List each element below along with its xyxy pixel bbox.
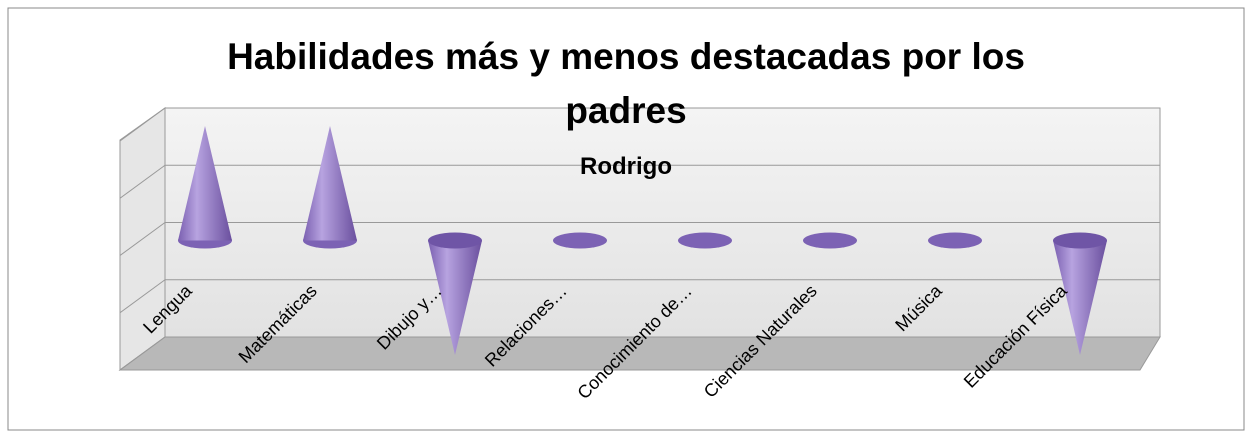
cone bbox=[678, 232, 732, 249]
grid-line bbox=[119, 164, 166, 199]
grid-line bbox=[119, 279, 166, 314]
cone-part bbox=[303, 126, 357, 241]
cone-part bbox=[1053, 240, 1107, 355]
cone bbox=[428, 232, 482, 355]
grid-line bbox=[119, 336, 166, 371]
grid-line bbox=[119, 222, 166, 256]
cone bbox=[1053, 232, 1107, 355]
grid-line bbox=[119, 107, 166, 142]
cone-part bbox=[928, 232, 982, 249]
cone bbox=[803, 232, 857, 249]
chart-title: Habilidades más y menos destacadas por l… bbox=[227, 36, 1025, 131]
cone-part bbox=[178, 126, 232, 241]
cone-part bbox=[428, 232, 482, 249]
chart-subtitle: Rodrigo bbox=[580, 153, 672, 180]
cone bbox=[178, 126, 232, 249]
cone-part bbox=[1053, 232, 1107, 249]
cone-part bbox=[678, 232, 732, 249]
cone bbox=[303, 126, 357, 249]
cone-part bbox=[803, 232, 857, 249]
cone bbox=[928, 232, 982, 249]
cone-part bbox=[553, 232, 607, 249]
cone-part bbox=[428, 240, 482, 355]
cone bbox=[553, 232, 607, 249]
